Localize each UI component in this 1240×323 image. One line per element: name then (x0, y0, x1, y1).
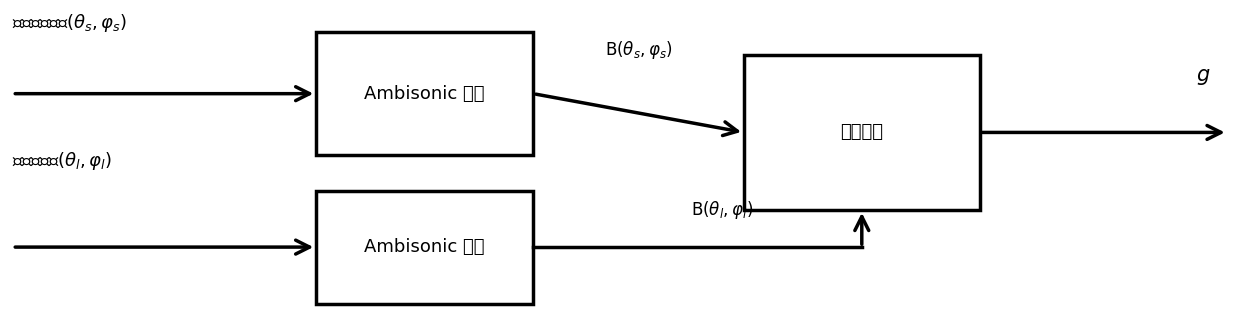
Bar (316, 191, 533, 304)
Text: 虚拟声源角度$(\theta_s,\varphi_s)$: 虚拟声源角度$(\theta_s,\varphi_s)$ (12, 12, 128, 34)
Text: $g$: $g$ (1195, 67, 1210, 87)
Text: 匹配投影: 匹配投影 (841, 123, 883, 141)
Text: 扬声器角度$(\theta_l,\varphi_l)$: 扬声器角度$(\theta_l,\varphi_l)$ (12, 151, 113, 172)
Text: $\mathrm{B}(\theta_l,\varphi_l)$: $\mathrm{B}(\theta_l,\varphi_l)$ (691, 199, 754, 221)
Text: Ambisonic 编码: Ambisonic 编码 (365, 85, 485, 103)
Bar (316, 32, 533, 155)
Bar (744, 55, 980, 210)
Text: Ambisonic 编码: Ambisonic 编码 (365, 238, 485, 256)
Text: $\mathrm{B}(\theta_s,\varphi_s)$: $\mathrm{B}(\theta_s,\varphi_s)$ (605, 39, 672, 61)
